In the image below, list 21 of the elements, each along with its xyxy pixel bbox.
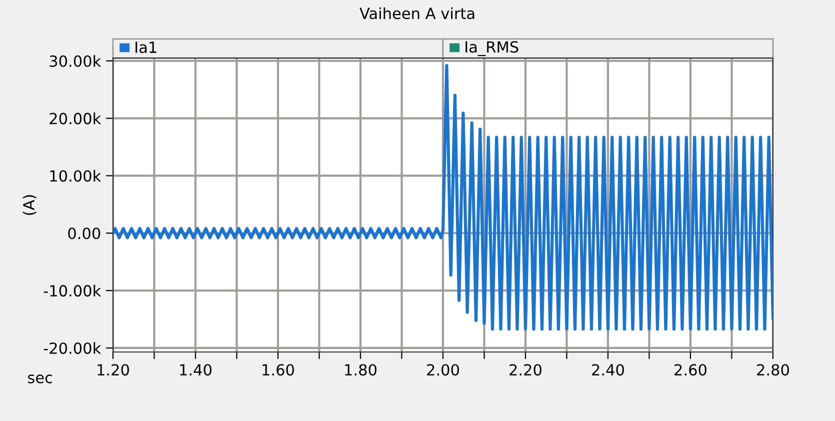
y-tick-label: 10.00k	[50, 170, 102, 182]
y-tick-label: 20.00k	[50, 112, 102, 124]
y-tick-label: 0.00	[68, 228, 100, 240]
x-axis-title: sec	[28, 374, 52, 384]
x-tick-label: 1.80	[345, 364, 376, 376]
x-tick-label: 2.60	[674, 364, 706, 376]
x-tick-label: 2.80	[757, 364, 789, 376]
legend-label: Ia_RMS	[466, 41, 518, 56]
x-tick-label: 2.20	[510, 364, 542, 376]
x-tick-label: 2.40	[592, 364, 624, 376]
chart-title: Vaiheen A virta	[360, 7, 474, 20]
y-tick-label: -10.00k	[44, 284, 102, 297]
x-tick-label: 1.60	[262, 364, 294, 376]
x-tick-label: 1.40	[180, 364, 212, 376]
x-tick-label: 1.20	[98, 364, 129, 376]
line-series	[112, 64, 773, 331]
y-tick-label: -20.00k	[44, 342, 102, 354]
y-axis-title: (A)	[22, 195, 36, 215]
legend-label: Ia1	[136, 42, 156, 54]
x-tick-label: 2.00	[427, 364, 459, 376]
y-tick-label: 30.00k	[50, 55, 102, 67]
